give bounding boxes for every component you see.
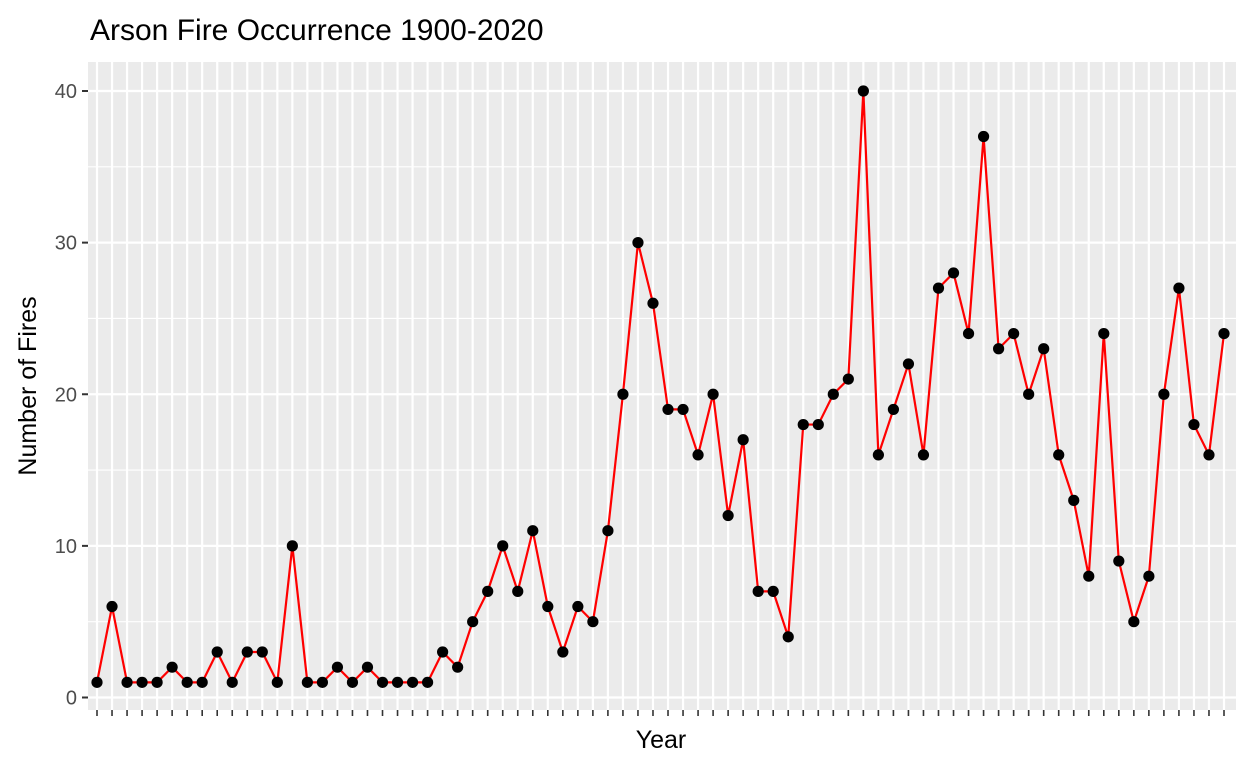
data-point: [917, 449, 930, 461]
data-point: [602, 525, 614, 537]
data-point: [1038, 343, 1050, 355]
y-tick-label: 40: [55, 81, 77, 103]
data-point: [151, 676, 163, 688]
data-point: [1083, 570, 1095, 582]
data-point: [361, 661, 374, 673]
data-point: [1113, 555, 1125, 567]
data-point: [722, 509, 734, 522]
data-point: [707, 388, 719, 400]
data-point: [947, 267, 960, 279]
data-point: [226, 676, 238, 688]
data-point: [527, 525, 539, 537]
data-point: [857, 85, 869, 97]
data-point: [181, 676, 193, 688]
data-point: [842, 373, 854, 385]
data-point: [1203, 449, 1215, 461]
data-point: [331, 661, 344, 673]
data-point: [271, 676, 283, 688]
data-point: [256, 646, 268, 658]
data-point: [827, 388, 839, 400]
data-point: [797, 418, 809, 431]
data-point: [677, 403, 689, 416]
data-point: [1158, 388, 1170, 400]
data-point: [452, 661, 464, 673]
chart-title: Arson Fire Occurrence 1900-2020: [90, 14, 544, 47]
data-point: [1098, 328, 1110, 340]
x-axis: [96, 710, 1225, 716]
data-point: [767, 585, 779, 597]
y-tick-label: 10: [55, 536, 77, 558]
data-point: [346, 676, 359, 688]
data-point: [782, 631, 794, 643]
data-point: [932, 282, 945, 294]
data-point: [587, 616, 599, 628]
data-point: [121, 676, 133, 688]
data-point: [812, 418, 824, 431]
data-point: [482, 585, 494, 597]
data-point: [557, 646, 569, 658]
data-point: [166, 661, 178, 673]
data-point: [106, 600, 118, 613]
data-point: [1023, 388, 1035, 400]
data-point: [1068, 494, 1080, 506]
data-point: [737, 434, 749, 446]
data-point: [136, 676, 148, 688]
grid-lines: [88, 62, 1236, 710]
data-point: [572, 600, 584, 613]
data-point: [692, 449, 704, 461]
data-point: [977, 130, 990, 143]
data-point: [1218, 328, 1230, 340]
data-point: [1008, 328, 1020, 340]
data-point: [1128, 616, 1140, 628]
plot-panel: [88, 62, 1236, 710]
data-point: [421, 676, 434, 688]
data-point: [1173, 282, 1185, 294]
data-point: [872, 449, 884, 461]
data-point: [437, 646, 449, 658]
y-axis: 0 10 20 30 40: [55, 81, 88, 710]
data-point: [241, 646, 253, 658]
x-axis-label: Year: [636, 726, 687, 754]
data-point: [497, 540, 509, 552]
data-point: [211, 646, 223, 658]
data-point: [406, 676, 419, 688]
data-point: [512, 585, 524, 597]
data-point: [752, 585, 764, 597]
data-point: [647, 297, 659, 309]
data-point: [467, 616, 479, 628]
data-point: [542, 600, 554, 613]
data-point: [1143, 570, 1155, 582]
data-points: [91, 85, 1230, 688]
y-tick-label: 20: [55, 384, 77, 406]
data-point: [662, 403, 674, 416]
data-point: [286, 540, 298, 552]
data-point: [301, 676, 313, 688]
y-tick-label: 30: [55, 233, 77, 255]
data-point: [632, 237, 644, 249]
data-point: [316, 676, 328, 688]
data-point: [196, 676, 208, 688]
data-point: [376, 676, 389, 688]
data-point: [887, 403, 900, 416]
data-point: [962, 328, 975, 340]
data-point: [617, 388, 629, 400]
data-point: [391, 676, 404, 688]
data-point: [993, 343, 1005, 355]
series-line: [95, 89, 1226, 684]
data-point: [902, 358, 915, 370]
y-axis-label: Number of Fires: [14, 296, 42, 475]
data-point: [91, 676, 103, 688]
y-tick-label: 0: [66, 688, 77, 710]
data-point: [1188, 418, 1200, 431]
data-point: [1053, 449, 1065, 461]
